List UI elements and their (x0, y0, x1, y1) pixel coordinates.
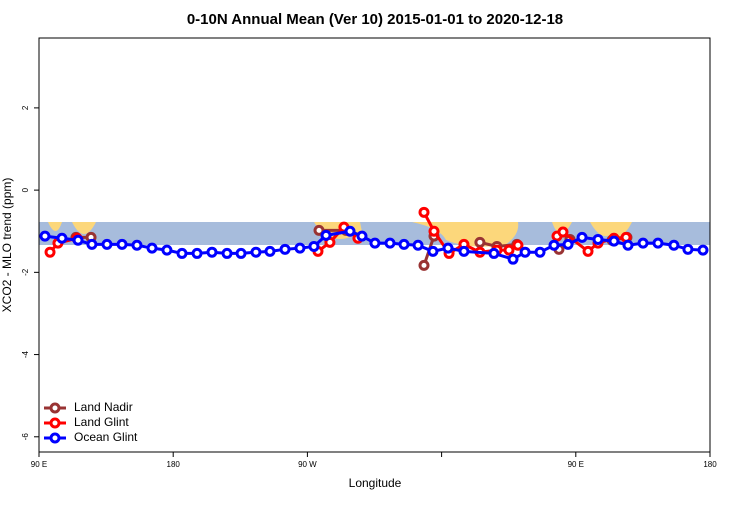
point (320, 229, 332, 241)
point (474, 236, 486, 248)
point (356, 230, 368, 242)
point (608, 235, 620, 247)
point (146, 242, 158, 254)
legend-marker (49, 432, 61, 444)
point (206, 246, 218, 258)
point (176, 247, 188, 259)
point (398, 238, 410, 250)
point (86, 238, 98, 250)
y-axis-title: XCO2 - MLO trend (ppm) (0, 178, 14, 313)
point (72, 234, 84, 246)
legend-label: Land Nadir (74, 400, 133, 414)
point (294, 242, 306, 254)
point (512, 239, 524, 251)
point (221, 247, 233, 259)
point (442, 242, 454, 254)
chart-title: 0-10N Annual Mean (Ver 10) 2015-01-01 to… (187, 11, 563, 28)
point (622, 239, 634, 251)
point (507, 253, 519, 265)
y-tick-label: -4 (21, 350, 30, 358)
point (428, 225, 440, 237)
legend-marker (49, 417, 61, 429)
x-axis-title: Longitude (349, 476, 402, 490)
point (250, 246, 262, 258)
point (264, 245, 276, 257)
point (562, 238, 574, 250)
y-tick-label: 0 (21, 187, 30, 192)
point (279, 243, 291, 255)
point (344, 225, 356, 237)
point (534, 246, 546, 258)
legend-label: Land Glint (74, 415, 129, 429)
point (548, 239, 560, 251)
point (44, 246, 56, 258)
point (56, 232, 68, 244)
point (418, 206, 430, 218)
y-tick-label: -2 (21, 268, 30, 276)
point (427, 245, 439, 257)
point (592, 233, 604, 245)
point (384, 237, 396, 249)
point (101, 238, 113, 250)
plot-frame (38, 37, 711, 453)
point (191, 247, 203, 259)
legend-marker (49, 402, 61, 414)
point (582, 245, 594, 257)
point (637, 237, 649, 249)
y-tick-label: -6 (21, 433, 30, 441)
point (412, 239, 424, 251)
point (116, 238, 128, 250)
point (161, 244, 173, 256)
point (235, 247, 247, 259)
x-tick-label: 180 (703, 460, 717, 469)
point (697, 244, 709, 256)
x-tick-label: 90 E (31, 460, 47, 469)
ocean-band (39, 222, 710, 245)
series (39, 225, 709, 265)
point (488, 247, 500, 259)
point (418, 259, 430, 271)
point (557, 226, 569, 238)
point (519, 246, 531, 258)
point (458, 245, 470, 257)
legend-label: Ocean Glint (74, 430, 138, 444)
point (576, 231, 588, 243)
point (503, 244, 515, 256)
x-tick-label: 90 E (568, 460, 584, 469)
x-tick-label: 90 W (298, 460, 317, 469)
point (39, 230, 51, 242)
point (308, 240, 320, 252)
point (652, 237, 664, 249)
point (131, 239, 143, 251)
y-tick-label: 2 (21, 105, 30, 110)
point (682, 243, 694, 255)
point (668, 239, 680, 251)
x-tick-label: 180 (167, 460, 181, 469)
point (313, 224, 325, 236)
point (369, 237, 381, 249)
